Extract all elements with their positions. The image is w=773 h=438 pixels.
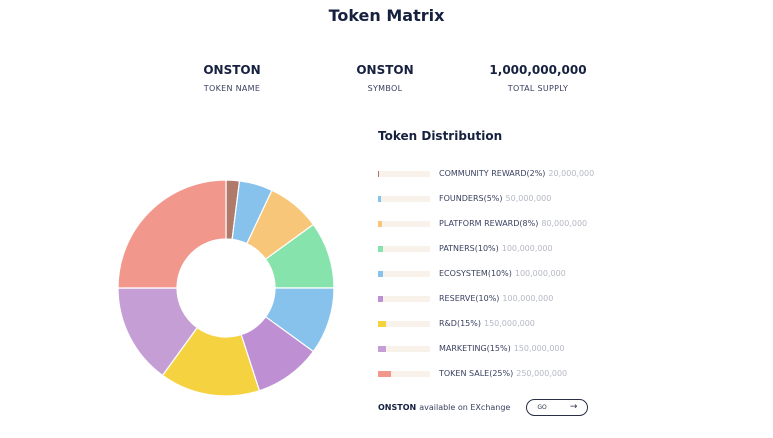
legend-label: PATNERS(10%) xyxy=(439,244,499,253)
legend-amount: 150,000,000 xyxy=(483,319,535,328)
page-title: Token Matrix xyxy=(328,6,445,25)
go-button-label: GO xyxy=(537,404,547,411)
legend-bar-fill xyxy=(378,220,383,227)
exchange-brand: ONSTON xyxy=(378,403,417,412)
legend-label: TOKEN SALE(25%) xyxy=(439,369,514,378)
legend-bar-fill xyxy=(378,195,381,202)
token-name-value: ONSTON xyxy=(203,63,261,77)
total-supply-label: TOTAL SUPPLY xyxy=(507,84,569,93)
legend-bar-fill xyxy=(378,295,384,302)
legend-bar-fill xyxy=(378,320,386,327)
legend-item: R&D(15%) 150,000,000 xyxy=(378,311,668,336)
legend-bar-fill xyxy=(378,245,384,252)
symbol-value: ONSTON xyxy=(356,63,414,77)
token-name-label: TOKEN NAME xyxy=(203,84,261,93)
legend-bar-track xyxy=(378,220,430,227)
legend-bar-fill xyxy=(378,370,391,377)
legend-amount: 100,000,000 xyxy=(501,244,553,253)
legend-label: R&D(15%) xyxy=(439,319,481,328)
legend-bar-fill xyxy=(378,170,380,177)
legend-item: MARKETING(15%) 150,000,000 xyxy=(378,336,668,361)
legend-label: ECOSYSTEM(10%) xyxy=(439,269,512,278)
legend-bar-track xyxy=(378,170,430,177)
legend-amount: 80,000,000 xyxy=(541,219,588,228)
donut-slice xyxy=(117,179,227,289)
legend-item: COMMUNITY REWARD(2%) 20,000,000 xyxy=(378,161,668,186)
legend-amount: 20,000,000 xyxy=(548,169,595,178)
legend-item: TOKEN SALE(25%) 250,000,000 xyxy=(378,361,668,386)
legend-label: RESERVE(10%) xyxy=(439,294,500,303)
total-supply-value: 1,000,000,000 xyxy=(489,63,587,77)
legend-item: FOUNDERS(5%) 50,000,000 xyxy=(378,186,668,211)
symbol-label: SYMBOL xyxy=(367,84,403,93)
legend-item: PATNERS(10%) 100,000,000 xyxy=(378,236,668,261)
legend-bar-fill xyxy=(378,345,386,352)
legend-item: RESERVE(10%) 100,000,000 xyxy=(378,286,668,311)
stat-symbol: ONSTON SYMBOL xyxy=(315,62,455,93)
distribution-title: Token Distribution xyxy=(378,129,503,143)
legend-bar-track xyxy=(378,320,430,327)
legend-amount: 150,000,000 xyxy=(513,344,565,353)
legend-label: FOUNDERS(5%) xyxy=(439,194,503,203)
exchange-row: ONSTON available on EXchange GO → xyxy=(378,399,589,416)
legend-amount: 100,000,000 xyxy=(514,269,566,278)
legend-bar-track xyxy=(378,345,430,352)
legend-amount: 50,000,000 xyxy=(505,194,552,203)
legend-bar-track xyxy=(378,270,430,277)
legend-label: COMMUNITY REWARD(2%) xyxy=(439,169,546,178)
legend-amount: 250,000,000 xyxy=(516,369,568,378)
stat-total-supply: 1,000,000,000 TOTAL SUPPLY xyxy=(468,62,608,93)
go-exchange-button[interactable]: GO → xyxy=(526,399,589,416)
legend-label: PLATFORM REWARD(8%) xyxy=(439,219,539,228)
legend-item: ECOSYSTEM(10%) 100,000,000 xyxy=(378,261,668,286)
legend-bar-track xyxy=(378,295,430,302)
distribution-donut-chart xyxy=(117,179,335,397)
distribution-legend: COMMUNITY REWARD(2%) 20,000,000 FOUNDERS(5… xyxy=(378,161,668,386)
legend-label: MARKETING(15%) xyxy=(439,344,511,353)
arrow-right-icon: → xyxy=(569,402,578,412)
legend-amount: 100,000,000 xyxy=(502,294,554,303)
stat-token-name: ONSTON TOKEN NAME xyxy=(162,62,302,93)
legend-bar-fill xyxy=(378,270,384,277)
legend-bar-track xyxy=(378,245,430,252)
legend-item: PLATFORM REWARD(8%) 80,000,000 xyxy=(378,211,668,236)
exchange-text: available on EXchange xyxy=(419,403,511,412)
legend-bar-track xyxy=(378,370,430,377)
legend-bar-track xyxy=(378,195,430,202)
